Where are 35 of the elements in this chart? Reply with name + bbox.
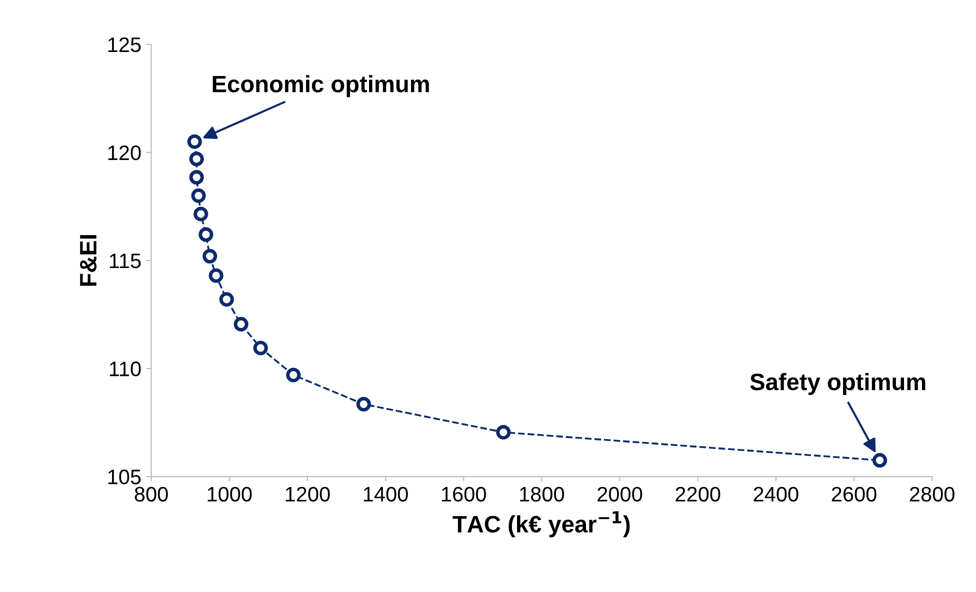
x-tick-label: 1200 — [286, 486, 330, 502]
x-tick-label: 1600 — [442, 486, 486, 502]
y-tick-label: 125 — [108, 37, 141, 52]
point — [219, 292, 234, 307]
x-tick-label: 2000 — [598, 486, 642, 502]
x-tick-label: 800 — [134, 486, 168, 502]
point — [872, 453, 888, 468]
point — [189, 170, 204, 185]
annotation: Economic optimum — [212, 75, 429, 98]
point — [202, 248, 218, 264]
point — [253, 340, 268, 356]
point — [189, 152, 204, 166]
annotation: Safety optimum — [750, 372, 926, 395]
point — [191, 188, 206, 203]
x-tick-label: 1400 — [364, 486, 408, 502]
x-tick-label: 1800 — [520, 486, 564, 502]
x-tick-label: 2800 — [910, 486, 954, 502]
point — [194, 206, 208, 222]
point — [208, 268, 224, 283]
x-tick-label: 2600 — [832, 486, 876, 502]
y-tick-label: 110 — [110, 362, 141, 376]
point — [286, 368, 301, 382]
point — [198, 227, 214, 242]
x-tick-label: 1000 — [208, 486, 252, 502]
point — [356, 396, 371, 412]
y-tick-label: 105 — [108, 470, 141, 484]
point — [234, 316, 248, 332]
x-tick-label: 2400 — [754, 486, 798, 502]
y-axis-title: F&EI — [80, 235, 97, 286]
x-tick-label: 2200 — [676, 486, 720, 502]
y-tick-label: 120 — [108, 145, 141, 160]
point — [496, 424, 511, 440]
y-tick-label: 115 — [110, 254, 141, 268]
x-axis-title: TAC (k€ year$^{−1}$) — [452, 511, 630, 538]
point — [187, 134, 202, 149]
